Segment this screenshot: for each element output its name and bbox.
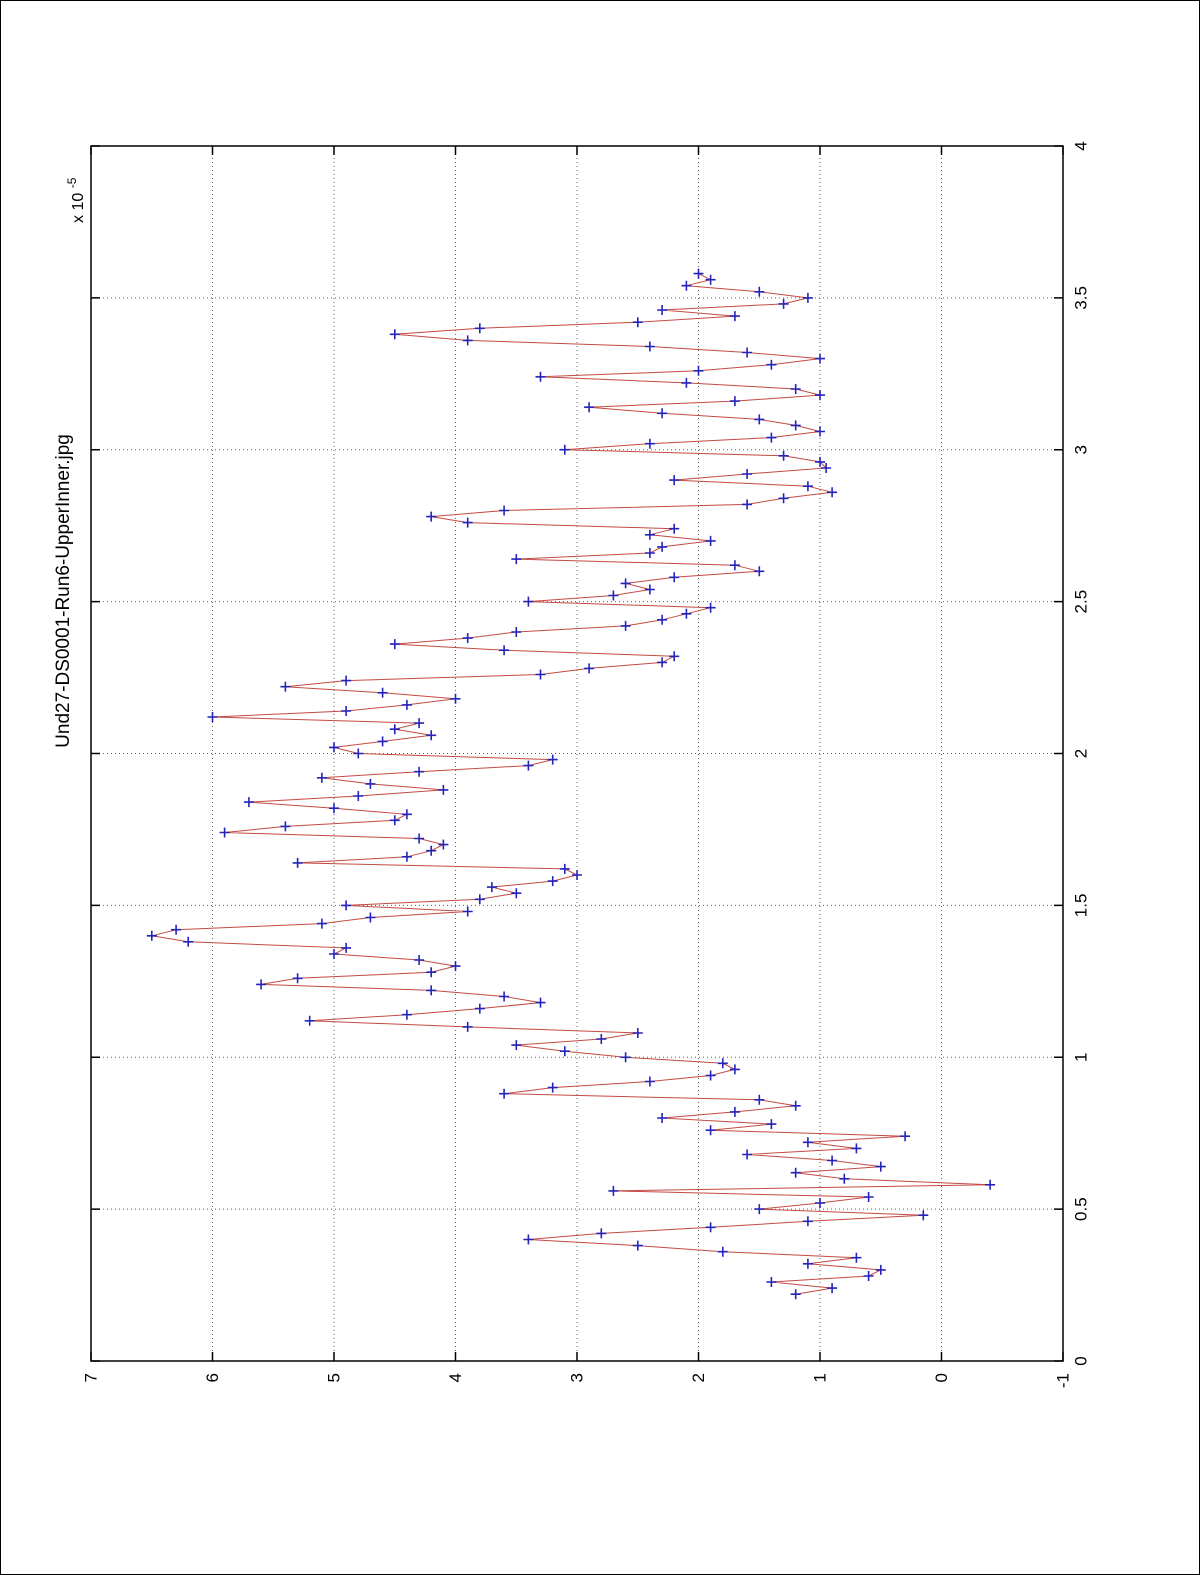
data-line [151,273,991,1295]
x-tick-label: 1.5 [1072,894,1091,918]
value-tick-label: 6 [203,1373,222,1382]
value-tick-label: 4 [446,1373,465,1382]
x-tick-label: 3 [1072,445,1091,454]
x-tick-label: 2.5 [1072,590,1091,614]
x-tick-label: 3.5 [1072,286,1091,310]
x-tick-label: 2 [1072,749,1091,758]
value-tick-label: -1 [1054,1373,1073,1388]
x-tick-labels: 0 0.5 1 1.5 2 2.5 3 3.5 4 [1072,141,1091,1365]
x-tick-label: 0 [1072,1356,1091,1365]
x-tick-label: 4 [1072,141,1091,150]
axis-multiplier-exponent: -5 [65,177,79,188]
x-tick-label: 0.5 [1072,1197,1091,1221]
grid-lines [91,146,1063,1361]
axis-multiplier-base: x 10 [70,193,87,223]
chart-title: Und27-DS0001-Run6-UpperInner.jpg [53,434,74,748]
chart-root: 7 6 5 4 3 2 1 0 -1 0 0.5 1 1.5 2 2.5 3 3.5 4 [82,141,1091,1388]
tick-marks [90,145,1064,1362]
value-tick-label: 0 [932,1373,951,1382]
data-markers [146,268,996,1300]
x-tick-label: 1 [1072,1053,1091,1062]
axis-multiplier-label: x 10 -5 [65,177,87,223]
value-tick-label: 1 [811,1373,830,1382]
value-tick-label: 7 [82,1373,101,1382]
value-tick-label: 2 [689,1373,708,1382]
value-tick-label: 3 [568,1373,587,1382]
value-tick-label: 5 [325,1373,344,1382]
value-tick-labels: 7 6 5 4 3 2 1 0 -1 [82,1373,1073,1388]
